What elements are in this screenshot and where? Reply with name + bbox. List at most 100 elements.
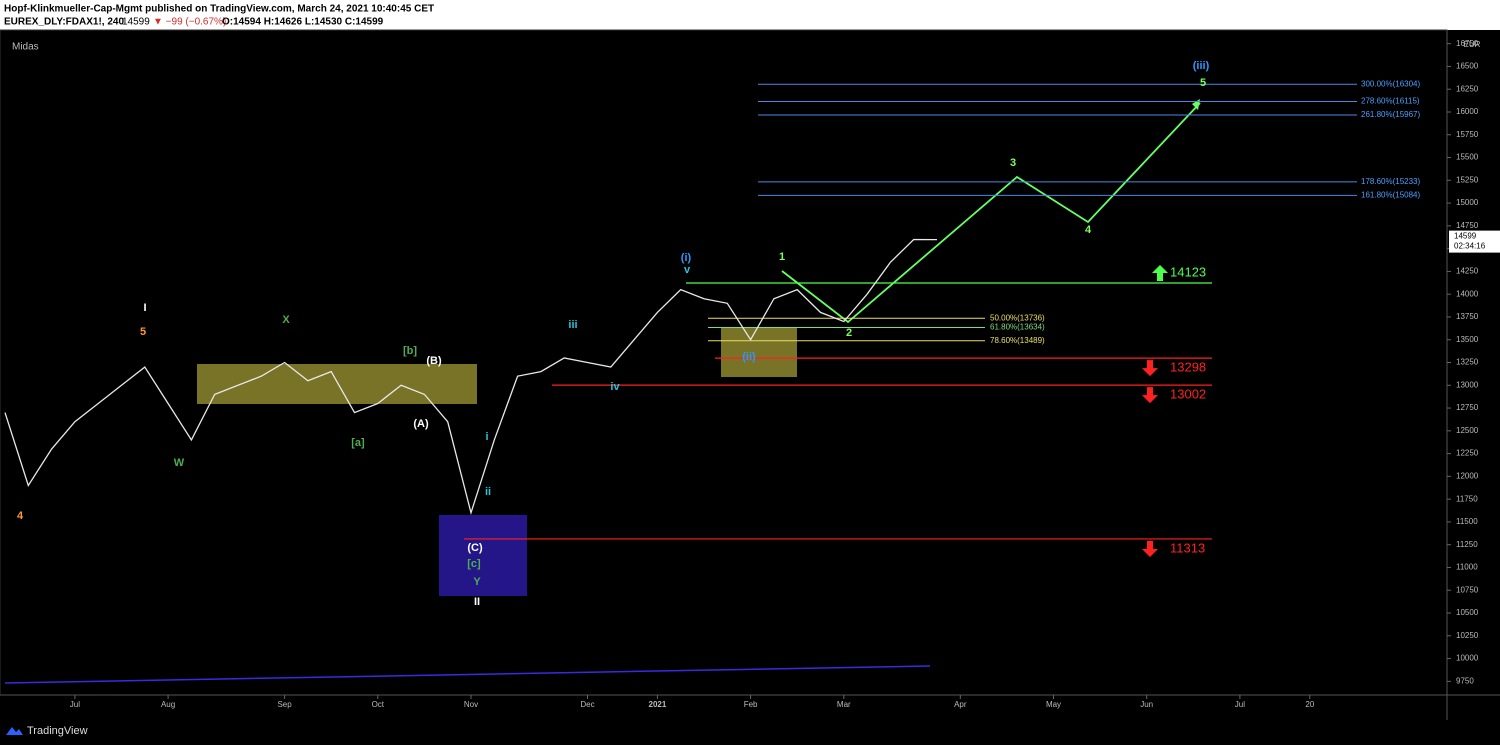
- target-box: [439, 515, 527, 596]
- y-tick-label: 16750: [1456, 39, 1479, 48]
- wave-label: I: [143, 302, 146, 314]
- y-tick-label: 16000: [1456, 107, 1479, 116]
- x-tick-label: 20: [1305, 700, 1314, 709]
- x-tick-label: Feb: [744, 700, 758, 709]
- x-tick-label: Dec: [580, 700, 594, 709]
- header-title: Hopf-Klinkmueller-Cap-Mgmt published on …: [4, 4, 434, 15]
- wave-label: (ii): [742, 351, 756, 363]
- symbol: EUREX_DLY:FDAX1!, 240: [4, 17, 124, 28]
- y-tick-label: 16500: [1456, 62, 1479, 71]
- wave-label: (B): [426, 355, 442, 367]
- wave-label: v: [684, 264, 691, 276]
- y-tick-label: 10250: [1456, 631, 1479, 640]
- x-tick-label: Apr: [954, 700, 967, 709]
- level-label: 13002: [1170, 387, 1206, 402]
- x-tick-label: Jul: [1235, 700, 1245, 709]
- y-tick-label: 12000: [1456, 471, 1479, 480]
- wave-label: 3: [1010, 157, 1016, 169]
- wave-label: iv: [610, 381, 620, 393]
- y-tick-label: 11250: [1456, 540, 1478, 549]
- x-tick-label: 2021: [649, 700, 667, 709]
- wave-label: [c]: [467, 558, 481, 570]
- range-box: [721, 327, 797, 377]
- y-tick-label: 13000: [1456, 380, 1479, 389]
- y-tick-label: 11500: [1456, 517, 1478, 526]
- wave-label: 5: [140, 326, 146, 338]
- y-tick-label: 15500: [1456, 153, 1479, 162]
- y-tick-label: 9750: [1456, 676, 1474, 685]
- fib-label: 261.80%(15967): [1361, 110, 1420, 119]
- y-tick-label: 13500: [1456, 335, 1479, 344]
- last: 14599: [122, 17, 150, 28]
- wave-label: iii: [568, 319, 577, 331]
- x-tick-label: Jul: [70, 700, 80, 709]
- y-tick-label: 10750: [1456, 585, 1479, 594]
- level-label: 13298: [1170, 360, 1206, 375]
- wave-label: Y: [473, 576, 481, 588]
- wave-label: W: [174, 457, 185, 469]
- fib-label: 300.00%(16304): [1361, 79, 1420, 88]
- y-tick-label: 15000: [1456, 198, 1479, 207]
- wave-label: 4: [17, 510, 24, 522]
- y-tick-label: 12250: [1456, 449, 1479, 458]
- y-tick-label: 13750: [1456, 312, 1479, 321]
- currency: EUR: [1464, 40, 1481, 49]
- range-box: [197, 364, 477, 404]
- fib-label: 78.60%(13489): [990, 336, 1045, 345]
- x-tick-label: Oct: [372, 700, 385, 709]
- y-tick-label: 14750: [1456, 221, 1479, 230]
- level-arrow: [1142, 360, 1158, 377]
- wave-label: i: [485, 431, 488, 443]
- y-tick-label: 10500: [1456, 608, 1479, 617]
- wave-label: II: [474, 596, 480, 608]
- countdown: 02:34:16: [1454, 242, 1486, 251]
- logo: [6, 727, 23, 735]
- fib-label: 161.80%(15084): [1361, 191, 1420, 200]
- y-tick-label: 12750: [1456, 403, 1479, 412]
- fib-label: 61.80%(13634): [990, 323, 1045, 332]
- fib-label: 178.60%(15233): [1361, 177, 1420, 186]
- wave-label: [a]: [351, 437, 365, 449]
- wave-label: (C): [467, 542, 483, 554]
- wave-label: [b]: [403, 345, 417, 357]
- x-tick-label: May: [1046, 700, 1061, 709]
- y-tick-label: 12500: [1456, 426, 1479, 435]
- wave-label: (A): [413, 418, 429, 430]
- wave-label: X: [282, 314, 290, 326]
- x-tick-label: Mar: [837, 700, 851, 709]
- wave-label: 4: [1085, 224, 1092, 236]
- footer-bar: [0, 720, 1500, 745]
- wave-label: ii: [485, 486, 491, 498]
- wave-label: 2: [846, 327, 852, 339]
- y-tick-label: 13250: [1456, 358, 1479, 367]
- midas-line: [4, 665, 931, 684]
- fib-label: 50.00%(13736): [990, 313, 1045, 322]
- y-tick-label: 15750: [1456, 130, 1479, 139]
- y-tick-label: 10000: [1456, 654, 1479, 663]
- wave-label: 5: [1200, 77, 1206, 89]
- y-tick-label: 14250: [1456, 267, 1479, 276]
- y-tick-label: 14000: [1456, 289, 1479, 298]
- level-label: 11313: [1170, 540, 1205, 555]
- level-arrow: [1152, 264, 1168, 281]
- level-arrow: [1142, 540, 1158, 557]
- y-tick-label: 11000: [1456, 563, 1478, 572]
- wave-label: (iii): [1193, 60, 1210, 72]
- wave-label: (i): [681, 252, 692, 264]
- x-tick-label: Jun: [1140, 700, 1153, 709]
- level-arrow: [1142, 387, 1158, 404]
- indicator-name: Midas: [12, 42, 39, 53]
- x-tick-label: Nov: [464, 700, 478, 709]
- last-price-label: 14599: [1454, 232, 1477, 241]
- last-price-tag: [1449, 230, 1500, 253]
- level-label: 14123: [1170, 264, 1206, 279]
- y-tick-label: 15250: [1456, 175, 1479, 184]
- change: ▼ −99 (−0.67%): [153, 17, 226, 28]
- x-tick-label: Sep: [277, 700, 292, 709]
- price-line: [4, 238, 938, 516]
- x-tick-label: Aug: [161, 700, 175, 709]
- footer-brand: TradingView: [27, 725, 88, 737]
- y-tick-label: 11750: [1456, 494, 1478, 503]
